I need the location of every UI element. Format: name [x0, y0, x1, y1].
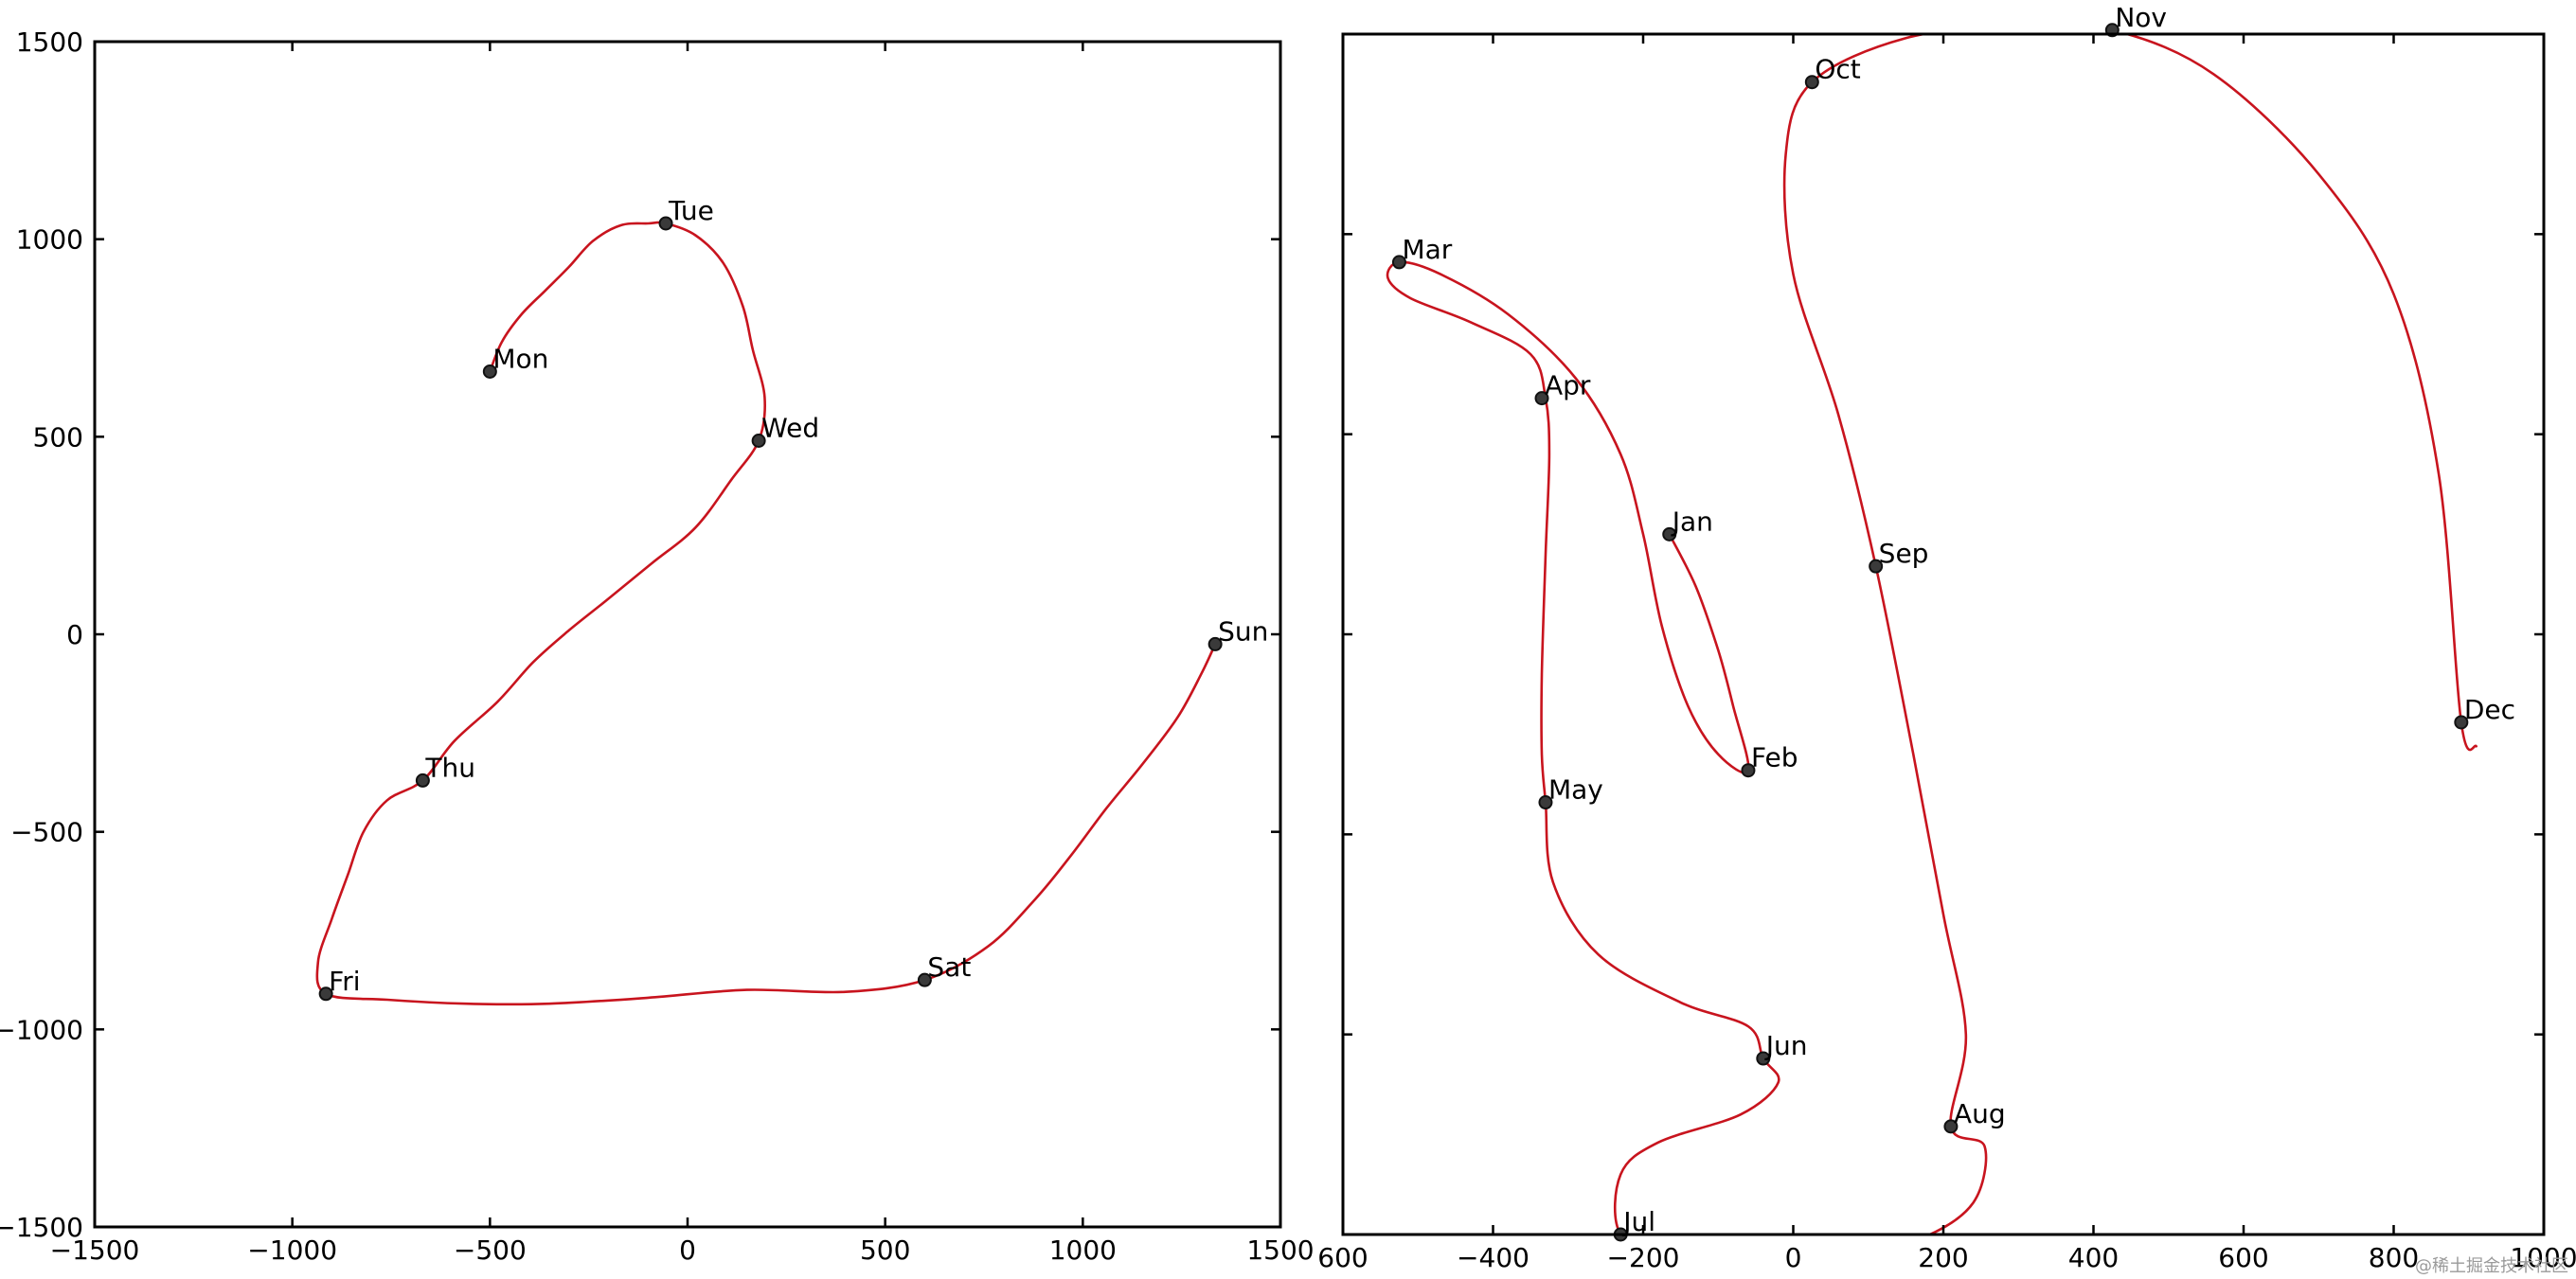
point-label-nov: Nov: [2115, 2, 2167, 33]
point-label-wed: Wed: [761, 413, 819, 444]
data-point-dec: [2454, 715, 2469, 730]
x-tick-label: −1000: [247, 1235, 337, 1266]
y-tick-label: 500: [33, 421, 83, 453]
data-point-mon: [482, 364, 497, 379]
axes-frame: [1341, 32, 2546, 1236]
x-tick-label: 600: [2218, 1242, 2268, 1273]
point-label-sun: Sun: [1218, 615, 1268, 647]
chart-right-months: Jan Feb Mar Apr May Jun Jul Aug Sep Oct Nov Dec 600 −…: [1317, 2, 2576, 1273]
x-tick-label: 0: [1785, 1242, 1802, 1273]
x-tick-label: 1000: [1049, 1235, 1117, 1266]
x-tick-label: 1000: [2510, 1242, 2576, 1273]
data-point-tue: [658, 216, 673, 231]
point-label-jan: Jan: [1671, 506, 1713, 537]
point-label-thu: Thu: [424, 752, 475, 783]
data-point-sep: [1869, 559, 1884, 574]
x-tick-label: 500: [860, 1235, 910, 1266]
y-tick-label: −500: [10, 817, 83, 848]
x-tick-label: 800: [2369, 1242, 2419, 1273]
point-label-tue: Tue: [668, 195, 714, 226]
data-point-mar: [1391, 255, 1406, 270]
y-tick-label: 0: [66, 619, 83, 650]
trajectory-line: [315, 221, 1217, 1006]
point-label-aug: Aug: [1954, 1098, 2006, 1129]
point-label-dec: Dec: [2464, 694, 2515, 725]
point-label-feb: Feb: [1751, 742, 1798, 773]
data-point-may: [1538, 795, 1553, 810]
watermark-text: @稀土掘金技术社区: [2415, 1256, 2568, 1276]
point-label-jun: Jun: [1764, 1030, 1808, 1061]
data-point-fri: [318, 986, 333, 1002]
point-label-jul: Jul: [1621, 1206, 1655, 1237]
trajectory-line: [1386, 34, 2478, 1235]
x-tick-label: −400: [1457, 1242, 1530, 1273]
y-tick-label: 1500: [16, 27, 83, 58]
chart-left-weekdays: Mon Tue Wed Thu Fri Sat Sun −1500 −1000 −500 0 500 1…: [0, 27, 1315, 1266]
point-label-oct: Oct: [1815, 54, 1860, 85]
data-point-jan: [1662, 526, 1677, 542]
point-label-mon: Mon: [492, 343, 548, 374]
x-tick-label: 600: [1317, 1242, 1368, 1273]
data-point-wed: [751, 434, 766, 449]
x-tick-label: 400: [2068, 1242, 2119, 1273]
y-tick-label: −1500: [0, 1212, 83, 1243]
point-label-fri: Fri: [329, 966, 360, 997]
x-tick-label: −1500: [50, 1235, 140, 1266]
x-tick-label: −500: [454, 1235, 527, 1266]
data-point-thu: [415, 773, 430, 788]
data-point-oct: [1804, 75, 1819, 90]
y-tick-label: −1000: [0, 1014, 83, 1045]
x-tick-label: 0: [679, 1235, 696, 1266]
point-label-may: May: [1548, 774, 1603, 806]
data-point-aug: [1943, 1119, 1959, 1134]
point-label-apr: Apr: [1545, 370, 1591, 401]
data-point-jun: [1756, 1051, 1771, 1066]
point-label-mar: Mar: [1402, 234, 1452, 265]
point-label-sep: Sep: [1879, 538, 1929, 569]
point-label-sat: Sat: [927, 951, 971, 983]
x-tick-label: −200: [1607, 1242, 1680, 1273]
data-point-feb: [1741, 763, 1756, 778]
x-tick-label: 200: [1918, 1242, 1968, 1273]
data-point-sat: [917, 972, 932, 987]
y-tick-label: 1000: [16, 224, 83, 256]
x-tick-label: 1500: [1246, 1235, 1314, 1266]
data-point-sun: [1208, 636, 1223, 651]
data-point-apr: [1534, 391, 1549, 406]
